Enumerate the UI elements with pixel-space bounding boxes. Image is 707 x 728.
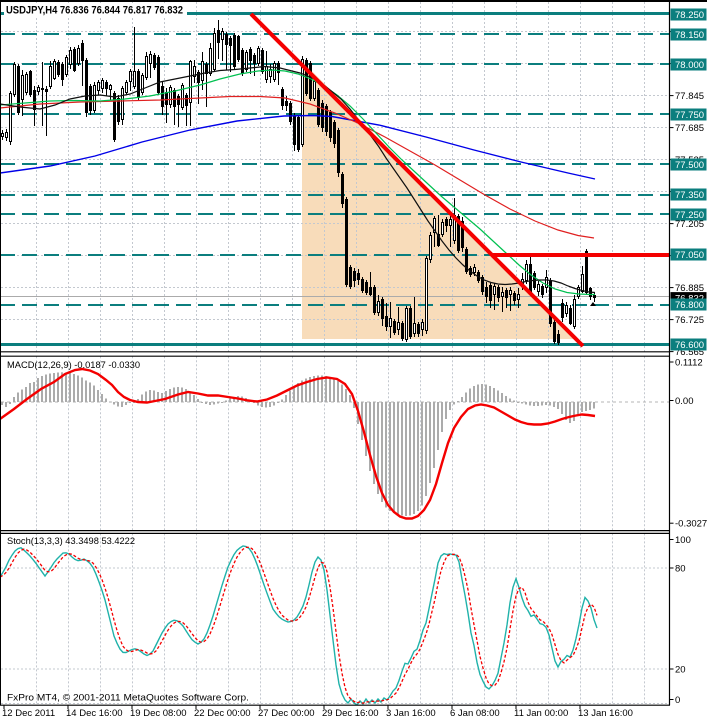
- svg-text:76.885: 76.885: [675, 283, 704, 294]
- svg-text:13 Jan 16:00: 13 Jan 16:00: [578, 708, 633, 719]
- svg-text:0: 0: [675, 695, 680, 706]
- svg-text:76.600: 76.600: [675, 340, 704, 351]
- svg-text:77.205: 77.205: [675, 219, 704, 230]
- svg-text:80: 80: [675, 564, 686, 575]
- svg-text:76.800: 76.800: [675, 300, 704, 311]
- svg-text:100: 100: [675, 535, 691, 546]
- svg-text:19 Dec 08:00: 19 Dec 08:00: [130, 708, 187, 719]
- svg-text:77.750: 77.750: [675, 110, 704, 121]
- svg-text:6 Jan 08:00: 6 Jan 08:00: [450, 708, 500, 719]
- svg-text:78.150: 78.150: [675, 30, 704, 41]
- svg-text:12 Dec 2011: 12 Dec 2011: [2, 708, 55, 719]
- svg-text:20: 20: [675, 665, 686, 676]
- svg-text:14 Dec 16:00: 14 Dec 16:00: [66, 708, 123, 719]
- svg-text:77.685: 77.685: [675, 123, 704, 134]
- svg-text:0.00: 0.00: [675, 396, 694, 407]
- svg-text:77.250: 77.250: [675, 210, 704, 221]
- svg-text:78.250: 78.250: [675, 10, 704, 21]
- svg-text:76.725: 76.725: [675, 315, 704, 326]
- svg-text:3 Jan 16:00: 3 Jan 16:00: [386, 708, 436, 719]
- svg-text:11 Jan 00:00: 11 Jan 00:00: [514, 708, 568, 719]
- svg-text:FxPro MT4, © 2001-2011 MetaQuo: FxPro MT4, © 2001-2011 MetaQuotes Softwa…: [7, 693, 249, 704]
- svg-text:USDJPY,H4 76.836 76.844 76.81: USDJPY,H4 76.836 76.844 76.817 76.832: [6, 5, 183, 17]
- svg-text:MACD(12,26,9) -0.0187 -0.0330: MACD(12,26,9) -0.0187 -0.0330: [7, 360, 140, 371]
- svg-text:77.845: 77.845: [675, 91, 704, 102]
- svg-text:77.500: 77.500: [675, 160, 704, 171]
- svg-text:29 Dec 16:00: 29 Dec 16:00: [322, 708, 379, 719]
- svg-text:77.350: 77.350: [675, 190, 704, 201]
- svg-text:0.1112: 0.1112: [675, 358, 703, 369]
- svg-text:78.000: 78.000: [675, 60, 704, 71]
- svg-text:22 Dec 00:00: 22 Dec 00:00: [194, 708, 251, 719]
- svg-text:77.050: 77.050: [675, 250, 704, 261]
- svg-text:Stoch(13,3,3) 43.3498 53.4222: Stoch(13,3,3) 43.3498 53.4222: [7, 536, 135, 547]
- svg-text:76.565: 76.565: [675, 347, 704, 358]
- svg-text:27 Dec 00:00: 27 Dec 00:00: [258, 708, 315, 719]
- svg-text:-0.3027: -0.3027: [675, 519, 707, 530]
